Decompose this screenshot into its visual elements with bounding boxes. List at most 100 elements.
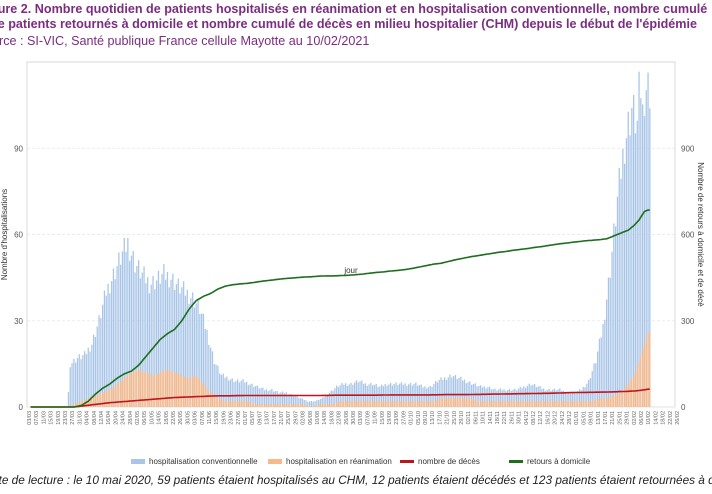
bar-rea [561,401,563,407]
bar-rea [381,401,383,407]
bar-conv [138,260,140,407]
bar-conv [472,384,475,407]
bar-conv [121,251,124,407]
bar-conv [175,284,178,407]
bar-conv [577,390,579,407]
bar-conv [586,383,588,407]
bar-conv [566,392,568,407]
bar-conv [561,390,563,407]
bar-conv [193,307,196,407]
bar-conv [80,359,82,407]
bar-conv [431,386,433,407]
bar-conv [503,389,505,407]
bar-conv [570,393,572,407]
bar-conv [406,385,408,407]
bar-rea [420,401,422,407]
bar-rea [645,338,647,407]
x-tick-label: 11/09 [373,411,379,424]
bar-rea [598,398,601,407]
bar-rea [550,401,552,407]
x-tick-label: 11/03 [41,411,47,424]
bar-conv [402,384,404,407]
x-tick-label: 22/11 [502,411,508,424]
bar-rea [123,378,125,407]
bar-conv [361,380,363,407]
bar-rea [346,401,349,407]
bar-conv [105,295,107,407]
bar-rea [71,404,73,407]
bar-conv [645,90,647,407]
bar-conv [528,383,530,407]
bar-rea [447,398,449,407]
x-tick-label: 13/07 [265,411,271,425]
x-tick-label: 27/06 [236,411,242,425]
bar-conv [534,384,536,407]
bar-conv [372,385,374,407]
legend-label-retours: retours à domicile [527,457,591,466]
bar-rea [294,404,296,407]
bar-rea [161,371,163,407]
bar-rea [388,401,390,407]
bar-rea [260,404,262,407]
bar-rea [298,404,300,407]
bar-conv [339,385,341,407]
x-tick-label: 25/10 [452,411,458,425]
bar-conv [206,329,208,407]
bar-rea [129,373,131,407]
reading-note: ote de lecture : le 10 mai 2020, 59 pati… [0,473,712,487]
y-left-tick-label: 90 [14,144,23,153]
bar-conv [69,367,71,407]
bar-rea [235,401,237,407]
bar-conv [631,108,633,407]
bar-rea [541,401,543,407]
bar-rea [415,401,417,407]
bar-conv [76,358,79,407]
x-tick-label: 14/11 [488,411,494,424]
bar-rea [361,401,363,407]
bar-conv [440,377,442,407]
bar-rea [334,403,336,407]
bar-rea [386,401,388,407]
bar-conv [89,351,91,407]
bar-rea [184,376,187,407]
bar-conv [120,264,122,407]
reading-note-text: ote de lecture : le 10 mai 2020, 59 pati… [0,473,712,487]
bar-conv [321,397,323,407]
bar-conv [618,167,620,407]
bar-rea [116,384,118,407]
bar-rea [379,401,381,407]
bar-conv [523,386,525,407]
bar-rea [363,401,365,407]
bar-rea [577,401,579,407]
bar-rea [442,398,444,407]
bar-rea [292,404,295,407]
bar-conv [71,363,73,407]
bar-rea [139,370,142,407]
bar-rea [264,404,266,407]
bar-rea [132,371,134,407]
bar-conv [593,363,595,407]
bar-conv [526,385,529,407]
bar-rea [305,404,307,407]
bar-conv [325,395,327,407]
x-tick-label: 30/08 [351,411,357,425]
bar-conv [85,354,88,407]
bar-conv [622,148,624,407]
bar-conv [202,313,205,407]
bar-conv [332,390,334,407]
bar-rea [595,399,597,407]
bar-conv [222,373,224,407]
bar-conv [136,266,138,407]
bar-conv [170,279,172,407]
bar-conv [287,394,289,407]
bar-rea [175,373,178,407]
bar-conv [226,376,228,407]
bar-rea [589,401,592,407]
x-tick-label: 25/01 [617,411,623,425]
bar-rea [215,396,217,407]
x-tick-label: 10/05 [149,411,155,425]
bar-rea [562,401,565,407]
bar-rea [546,401,548,407]
bar-rea [409,401,412,407]
bar-conv [334,388,336,407]
